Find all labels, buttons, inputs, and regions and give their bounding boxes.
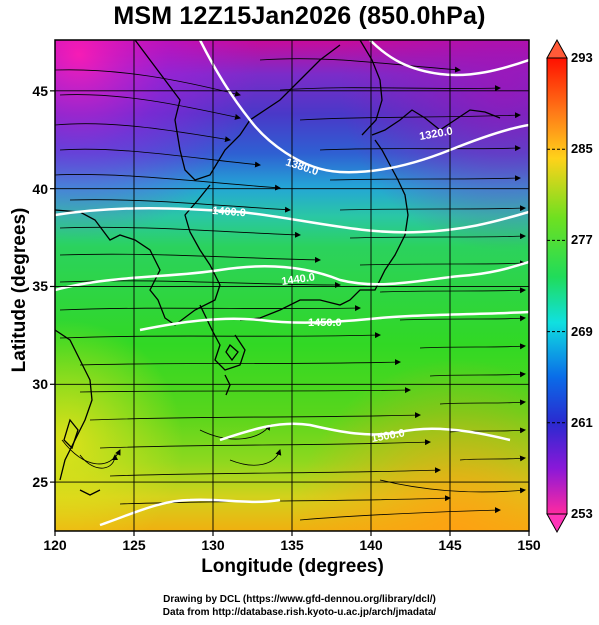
x-tick-label: 120 — [43, 537, 67, 553]
y-tick-label: 40 — [32, 180, 48, 197]
colorbar-tick-label: 293 — [571, 50, 593, 65]
colorbar-tick-label: 277 — [571, 232, 593, 248]
contour-labels: 1320.0 1380.0 1400.0 1440.0 1450.0 1500.… — [212, 125, 454, 445]
colorbar-max-arrow — [546, 38, 568, 59]
x-tick-label: 135 — [280, 537, 304, 553]
y-tick-label: 35 — [32, 278, 48, 295]
colorbar-tick-label: 285 — [571, 141, 593, 157]
colorbar-bar — [546, 57, 568, 515]
colorbar-tick-label: 253 — [571, 506, 593, 521]
y-tick-label: 25 — [32, 474, 48, 491]
x-tick-label: 145 — [438, 537, 462, 553]
y-axis-label: Latitude (degrees) — [9, 207, 30, 373]
graticule — [55, 40, 529, 531]
x-tick-label: 125 — [122, 537, 146, 553]
y-axis-ticks — [50, 90, 55, 483]
map-title: MSM 12Z15Jan2026 (850.0hPa) — [113, 2, 486, 30]
x-tick-label: 140 — [359, 537, 383, 553]
colorbar-min-arrow — [546, 513, 568, 534]
x-tick-label: 150 — [517, 537, 541, 553]
credit-line-data: Data from http://database.rish.kyoto-u.a… — [162, 607, 437, 618]
contour-label: 1320.0 — [418, 125, 453, 143]
colorbar-tick-label: 261 — [571, 414, 593, 430]
contour-label: 1500.0 — [370, 427, 405, 445]
y-tick-label: 30 — [32, 376, 48, 393]
contour-label: 1440.0 — [281, 271, 316, 288]
streamline-layer — [55, 58, 526, 521]
contour-label: 1400.0 — [212, 205, 246, 219]
x-tick-label: 130 — [201, 537, 225, 553]
contour-label: 1450.0 — [308, 317, 342, 329]
y-tick-label: 45 — [32, 82, 48, 99]
contour-layer — [55, 40, 529, 527]
colorbar — [546, 38, 568, 534]
x-axis-label: Longitude (degrees) — [201, 556, 384, 577]
credit-line-dcl: Drawing by DCL (https://www.gfd-dennou.o… — [163, 594, 436, 605]
x-axis-ticks — [54, 531, 530, 536]
colorbar-tick-label: 269 — [571, 323, 593, 339]
